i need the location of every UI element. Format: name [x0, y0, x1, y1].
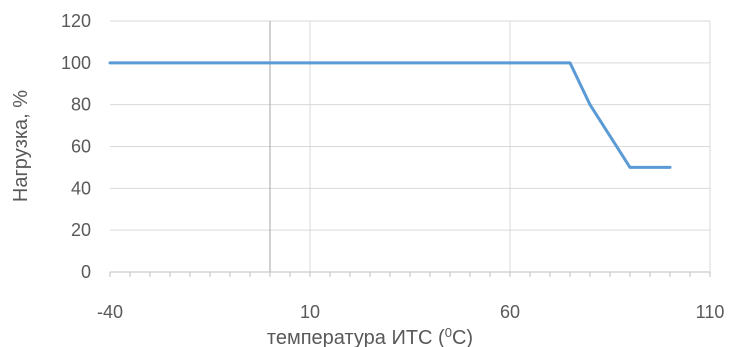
x-axis-title: температура ИТС (0С) — [267, 325, 473, 347]
axis-layer — [109, 271, 711, 277]
series-point — [569, 62, 571, 64]
series-point — [109, 62, 111, 64]
series-point — [669, 166, 671, 169]
label-layer: 0 20 40 60 80 100 120 -40 10 60 110 Нагрузка, % темп… — [10, 11, 724, 347]
y-tick-label: 100 — [61, 53, 91, 73]
series-layer — [108, 61, 672, 169]
y-tick-label: 0 — [81, 262, 91, 282]
series-point — [589, 104, 591, 106]
y-tick-label: 80 — [71, 95, 91, 115]
x-tick-label: 110 — [696, 302, 725, 322]
y-tick-label: 40 — [71, 178, 91, 198]
grid-layer — [110, 20, 711, 272]
x-tick-label: -40 — [97, 302, 123, 322]
x-tick-label: 10 — [300, 302, 320, 322]
x-axis-title-superscript: 0 — [445, 325, 452, 340]
y-tick-label: 60 — [71, 137, 91, 157]
x-axis-title-suffix: С) — [452, 327, 473, 347]
x-tick-label: 60 — [500, 302, 520, 322]
x-axis-title-main: температура ИТС ( — [267, 327, 445, 347]
series-point — [629, 166, 631, 169]
y-axis-title: Нагрузка, % — [10, 90, 32, 202]
series-line-0 — [108, 61, 672, 169]
y-tick-label: 20 — [71, 220, 91, 240]
y-tick-label: 120 — [61, 11, 91, 31]
